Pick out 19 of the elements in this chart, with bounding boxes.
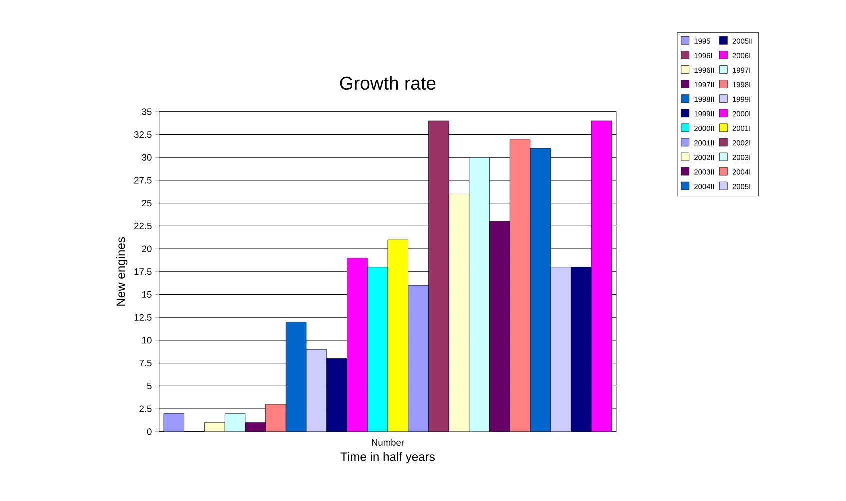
y-tick-label: 30 (142, 154, 152, 161)
y-tick-label: 27.5 (134, 177, 152, 184)
x-tick-label: Number (372, 439, 404, 446)
y-tick-label: 0 (147, 428, 152, 436)
y-tick-label: 35 (142, 108, 152, 116)
y-tick-label: 17.5 (134, 268, 152, 276)
y-tick-label: 10 (142, 337, 152, 344)
chart-title: Growth rate (340, 76, 436, 90)
y-tick-label: 25 (142, 200, 152, 207)
y-axis-title: New engines (116, 237, 128, 306)
y-tick-label: 15 (142, 292, 152, 298)
y-tick-label: 2.5 (140, 406, 152, 412)
y-tick-label: 22.5 (134, 222, 152, 230)
x-axis-title: Time in half years (340, 452, 435, 464)
y-tick-label: 5 (147, 382, 152, 390)
y-tick-label: 12.5 (134, 314, 152, 321)
y-tick-label: 20 (142, 246, 152, 252)
y-tick-label: 7.5 (140, 360, 152, 367)
y-tick-label: 32.5 (134, 132, 152, 138)
